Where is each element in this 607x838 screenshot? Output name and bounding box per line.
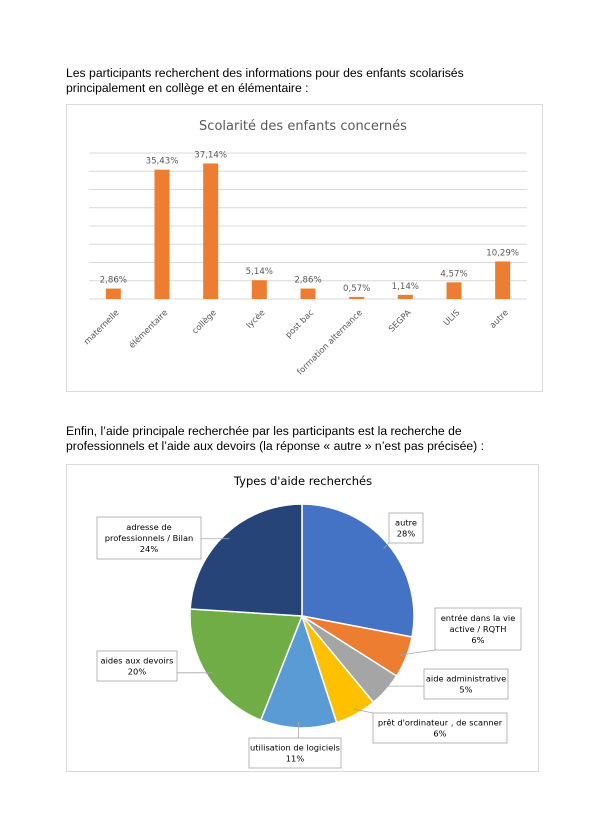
leader-line-1 bbox=[400, 649, 436, 656]
slice-label-5: aides aux devoirs bbox=[100, 656, 173, 666]
bar-1 bbox=[154, 169, 170, 299]
slice-percent-3: 6% bbox=[433, 729, 446, 739]
bar-chart-frame: Scolarité des enfants concernés 2,86% mate… bbox=[66, 104, 543, 392]
intro-line-3: Enfin, l’aide principale recherchée par … bbox=[66, 424, 462, 438]
slice-percent-5: 20% bbox=[128, 667, 147, 677]
label-box-4 bbox=[248, 737, 342, 769]
tick-label-7: ULIS bbox=[441, 307, 461, 327]
slice-percent-6: 24% bbox=[140, 544, 159, 554]
data-label-4: 2,86% bbox=[294, 276, 321, 286]
label-box-3 bbox=[372, 712, 508, 744]
intro-line-4: professionnels et l’aide aux devoirs (la… bbox=[66, 439, 484, 453]
bar-4 bbox=[300, 288, 316, 299]
bar-6 bbox=[397, 294, 413, 299]
tick-label-1: élémentaire bbox=[127, 307, 170, 350]
tick-label-6: SEGPA bbox=[386, 307, 413, 334]
slice-label-1: entrée dans la vie bbox=[441, 613, 516, 623]
pie-slice-5 bbox=[189, 608, 304, 722]
tick-label-3: lycée bbox=[244, 307, 267, 330]
slice-percent-4: 11% bbox=[286, 754, 305, 764]
bar-3 bbox=[251, 280, 267, 299]
bar-2 bbox=[203, 163, 219, 299]
slice-label-3: prêt d'ordinateur , de scanner bbox=[378, 718, 503, 728]
label-box-6 bbox=[96, 516, 202, 560]
data-label-1: 35,43% bbox=[146, 157, 179, 167]
bar-5 bbox=[349, 296, 365, 299]
tick-label-2: collège bbox=[190, 307, 218, 335]
bar-8 bbox=[495, 261, 511, 299]
pie-chart-frame: Types d'aide recherchés autre 28% entrée da… bbox=[66, 464, 539, 772]
tick-label-0: maternelle bbox=[82, 307, 121, 346]
slice-percent-0: 28% bbox=[397, 529, 416, 539]
slice-label-0: autre bbox=[395, 518, 417, 528]
slice-label-4: utilisation de logiciels bbox=[250, 743, 340, 753]
tick-label-4: post bac bbox=[283, 307, 316, 340]
intro-line-2: principalement en collège et en élémenta… bbox=[66, 81, 309, 95]
pie-slice-6 bbox=[189, 503, 303, 617]
label-box-1 bbox=[434, 607, 522, 651]
data-label-6: 1,14% bbox=[392, 282, 419, 292]
data-label-3: 5,14% bbox=[246, 267, 273, 277]
tick-label-8: autre bbox=[487, 307, 510, 330]
intro-line-1: Les participants recherchent des informa… bbox=[66, 66, 464, 80]
bar-chart: Scolarité des enfants concernés 2,86% mate… bbox=[82, 119, 527, 377]
label-box-2 bbox=[423, 668, 509, 700]
pie-slice-0 bbox=[301, 503, 415, 638]
data-label-7: 4,57% bbox=[440, 269, 467, 279]
data-label-5: 0,57% bbox=[343, 284, 370, 294]
leader-line-0 bbox=[383, 542, 390, 549]
pie-chart-title: Types d'aide recherchés bbox=[233, 474, 372, 488]
data-label-2: 37,14% bbox=[194, 150, 227, 160]
slice-label-6: adresse de bbox=[126, 522, 171, 532]
data-label-8: 10,29% bbox=[486, 248, 519, 258]
bar-0 bbox=[105, 288, 121, 299]
slice-percent-1: 6% bbox=[471, 635, 484, 645]
intro-paragraph-help: Enfin, l’aide principale recherchée par … bbox=[66, 424, 546, 454]
label-box-5 bbox=[96, 650, 178, 682]
slice-percent-2: 5% bbox=[459, 685, 472, 695]
bar-chart-title: Scolarité des enfants concernés bbox=[199, 119, 407, 134]
leader-line-3 bbox=[352, 708, 374, 714]
label-box-0 bbox=[388, 512, 424, 544]
data-label-0: 2,86% bbox=[100, 276, 127, 286]
bar-7 bbox=[446, 282, 462, 299]
slice-label-2: aide administrative bbox=[426, 674, 506, 684]
slice-label-6: professionnels / Bilan bbox=[105, 533, 194, 543]
slice-label-1: active / RQTH bbox=[450, 624, 507, 634]
intro-paragraph-schooling: Les participants recherchent des informa… bbox=[66, 66, 546, 96]
